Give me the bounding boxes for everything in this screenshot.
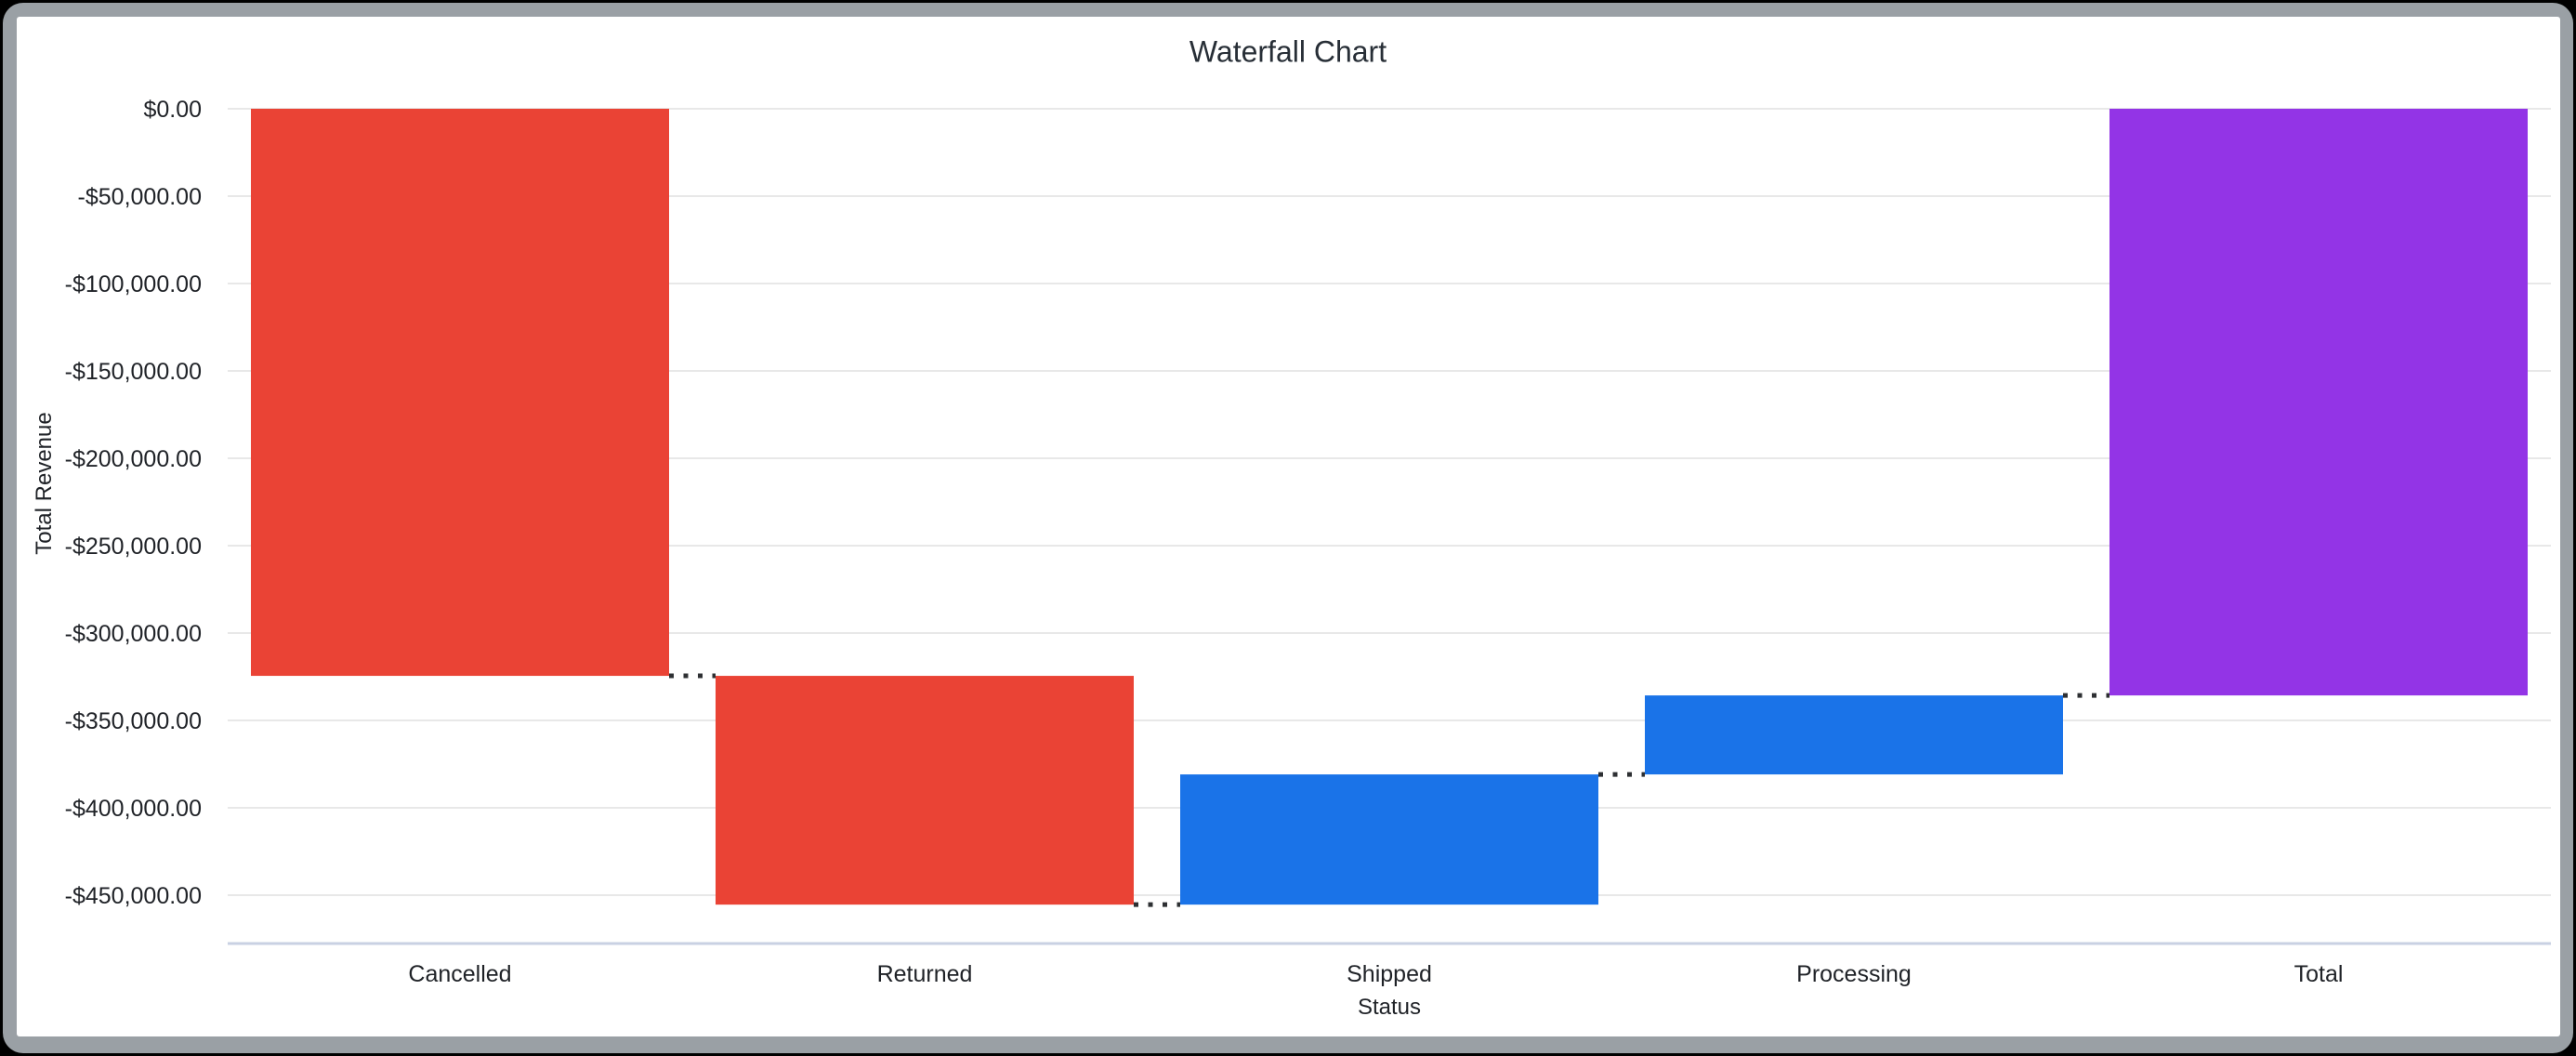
y-tick-label: -$200,000.00 bbox=[65, 446, 202, 472]
x-tick-label: Total bbox=[2294, 961, 2344, 987]
bar-returned[interactable] bbox=[716, 676, 1134, 905]
waterfall-plot: $0.00 -$50,000.00 -$100,000.00 -$150,000.00… bbox=[65, 97, 2551, 987]
y-tick-label: -$450,000.00 bbox=[65, 883, 202, 909]
bar-total[interactable] bbox=[2109, 109, 2528, 696]
x-tick-label: Processing bbox=[1796, 961, 1912, 987]
y-tick-label: -$250,000.00 bbox=[65, 534, 202, 560]
x-tick-label: Returned bbox=[877, 961, 973, 987]
y-tick-label: $0.00 bbox=[143, 97, 202, 123]
bar-processing[interactable] bbox=[1645, 695, 2063, 775]
x-axis-title: Status bbox=[1357, 995, 1422, 1020]
y-tick-label: -$350,000.00 bbox=[65, 708, 202, 734]
bar-cancelled[interactable] bbox=[251, 109, 669, 677]
y-tick-label: -$150,000.00 bbox=[65, 359, 202, 385]
x-tick-label: Shipped bbox=[1347, 961, 1432, 987]
chart-canvas: Waterfall Chart Total Revenue Status $0.… bbox=[17, 17, 2560, 1036]
y-tick-label: -$300,000.00 bbox=[65, 621, 202, 647]
chart-title: Waterfall Chart bbox=[1189, 34, 1387, 69]
bar-shipped[interactable] bbox=[1180, 774, 1598, 905]
y-tick-label: -$400,000.00 bbox=[65, 796, 202, 822]
chart-window: Waterfall Chart Total Revenue Status $0.… bbox=[3, 3, 2573, 1053]
x-tick-label: Cancelled bbox=[408, 961, 511, 987]
y-tick-label: -$50,000.00 bbox=[78, 184, 202, 210]
y-tick-label: -$100,000.00 bbox=[65, 271, 202, 297]
